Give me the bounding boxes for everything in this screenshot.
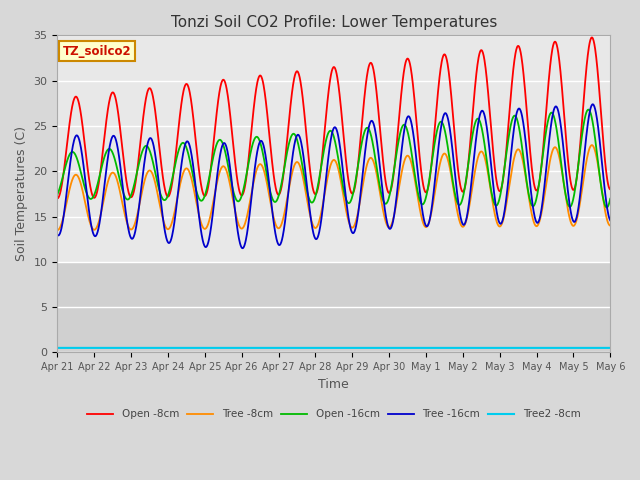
Tree -8cm [368, 156, 376, 161]
Open -16cm [603, 204, 611, 210]
Open -8cm [97, 170, 104, 176]
Open -16cm [368, 137, 376, 143]
Open -16cm [310, 199, 317, 204]
Tree -16cm [589, 101, 596, 107]
X-axis label: Time: Time [319, 378, 349, 391]
Open -16cm [97, 170, 104, 176]
Line: Tree -16cm: Tree -16cm [58, 104, 611, 248]
Tree -8cm [97, 214, 104, 219]
Open -16cm [585, 107, 593, 112]
Line: Tree -8cm: Tree -8cm [58, 145, 611, 230]
Tree -16cm [239, 245, 246, 251]
Tree -16cm [97, 216, 104, 222]
Tree -8cm [300, 177, 307, 182]
Y-axis label: Soil Temperatures (C): Soil Temperatures (C) [15, 126, 28, 262]
Tree2 -8cm [54, 345, 61, 351]
Tree -8cm [288, 171, 296, 177]
Tree2 -8cm [368, 345, 376, 351]
Tree -16cm [119, 183, 127, 189]
Open -16cm [607, 196, 614, 202]
Bar [58, 36, 611, 262]
Open -8cm [310, 188, 317, 193]
Text: TZ_soilco2: TZ_soilco2 [63, 45, 132, 58]
Tree -8cm [119, 202, 127, 207]
Tree -8cm [588, 142, 596, 148]
Open -16cm [119, 188, 127, 194]
Bar [58, 262, 611, 352]
Tree -16cm [310, 232, 317, 238]
Open -8cm [368, 61, 376, 67]
Tree2 -8cm [310, 345, 317, 351]
Tree -16cm [607, 217, 614, 223]
Line: Open -8cm: Open -8cm [58, 37, 611, 198]
Open -8cm [119, 148, 127, 154]
Line: Open -16cm: Open -16cm [58, 109, 611, 207]
Tree -16cm [369, 119, 376, 124]
Tree2 -8cm [607, 345, 614, 351]
Open -8cm [54, 195, 61, 201]
Open -8cm [588, 35, 596, 40]
Open -16cm [288, 132, 296, 138]
Tree2 -8cm [97, 345, 104, 351]
Title: Tonzi Soil CO2 Profile: Lower Temperatures: Tonzi Soil CO2 Profile: Lower Temperatur… [171, 15, 497, 30]
Open -8cm [607, 186, 614, 192]
Tree -16cm [289, 155, 296, 161]
Tree2 -8cm [300, 345, 307, 351]
Legend: Open -8cm, Tree -8cm, Open -16cm, Tree -16cm, Tree2 -8cm: Open -8cm, Tree -8cm, Open -16cm, Tree -… [83, 405, 584, 423]
Tree2 -8cm [119, 345, 127, 351]
Tree -16cm [54, 232, 61, 238]
Open -8cm [300, 101, 307, 107]
Tree -8cm [54, 227, 61, 233]
Tree -16cm [300, 156, 308, 162]
Open -16cm [54, 192, 61, 197]
Open -16cm [300, 169, 307, 175]
Tree2 -8cm [288, 345, 296, 351]
Tree -8cm [310, 223, 317, 229]
Open -8cm [288, 90, 296, 96]
Tree -8cm [607, 223, 614, 228]
